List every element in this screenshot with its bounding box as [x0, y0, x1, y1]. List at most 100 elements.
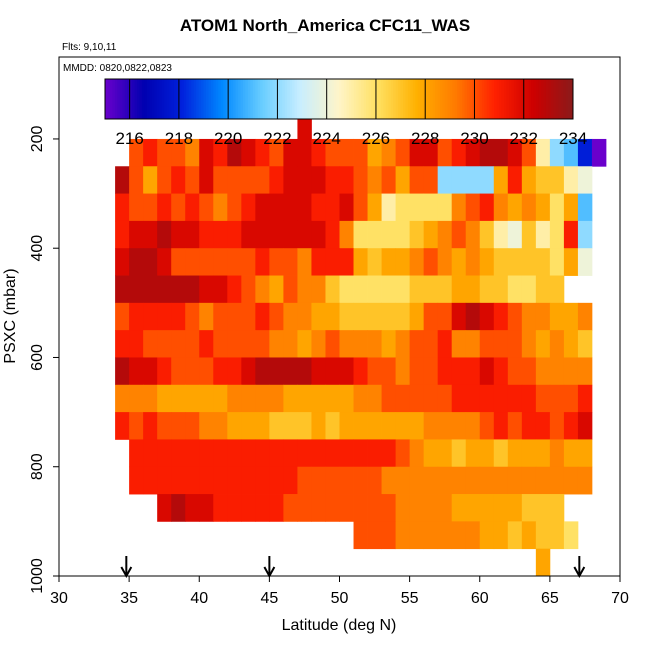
colorbar-segment [447, 79, 451, 119]
heatmap-cell [493, 248, 509, 276]
colorbar-segment [415, 79, 419, 119]
colorbar-segment [501, 79, 505, 119]
heatmap-cell [311, 302, 326, 331]
colorbar-segment [297, 79, 301, 119]
heatmap-cell [465, 439, 481, 468]
colorbar-segment [390, 79, 394, 119]
heatmap-cell [297, 138, 312, 167]
heatmap-cell [325, 248, 340, 276]
heatmap-cell [241, 275, 256, 304]
heatmap-cell [297, 439, 312, 468]
heatmap-cell [283, 248, 298, 276]
arrow-down-icon [573, 566, 586, 579]
colorbar-segment [181, 79, 185, 119]
heatmap-cell [171, 166, 186, 194]
heatmap-cell [311, 166, 326, 194]
heatmap-cell [297, 275, 312, 304]
colorbar-segment [339, 79, 342, 119]
heatmap-cell [423, 494, 439, 522]
heatmap-cell [143, 138, 158, 167]
heatmap-cell [451, 193, 467, 222]
heatmap-cell [255, 412, 270, 440]
heatmap-cell [423, 138, 439, 167]
heatmap-cell [507, 248, 523, 276]
heatmap-cell [535, 302, 551, 331]
heatmap-cell [199, 275, 214, 304]
colorbar-segment [282, 79, 286, 119]
heatmap-cell [325, 330, 340, 358]
heatmap-cell [171, 330, 186, 358]
heatmap-cell [409, 138, 425, 167]
heatmap-cell [493, 521, 509, 550]
heatmap-cells [115, 111, 607, 577]
heatmap-cell [283, 412, 298, 440]
heatmap-cell [339, 248, 354, 276]
heatmap-cell [521, 166, 537, 194]
colorbar-segment [496, 79, 500, 119]
colorbar-segment [274, 79, 278, 119]
heatmap-cell [493, 330, 509, 358]
heatmap-cell [129, 193, 144, 222]
heatmap-cell [395, 275, 411, 304]
x-tick-label: 45 [260, 590, 278, 607]
heatmap-cell [115, 384, 130, 413]
heatmap-cell [381, 466, 396, 495]
colorbar-segment [371, 79, 374, 119]
heatmap-cell [409, 248, 425, 276]
heatmap-cell [395, 193, 411, 222]
heatmap-cell [521, 302, 537, 331]
heatmap-cell [577, 357, 593, 386]
colorbar-segment [383, 79, 387, 119]
heatmap-cell [395, 521, 411, 550]
colorbar-segment [137, 79, 140, 119]
heatmap-cell [479, 302, 495, 331]
heatmap-cell [409, 330, 425, 358]
heatmap-cell [143, 302, 158, 331]
heatmap-cell [213, 275, 228, 304]
heatmap-cell [451, 248, 467, 276]
colorbar-segment [558, 79, 562, 119]
heatmap-cell [549, 330, 565, 358]
colorbar-segment [314, 79, 318, 119]
heatmap-cell [479, 330, 495, 358]
heatmap-cell [535, 548, 551, 577]
heatmap-cell [157, 439, 172, 468]
colorbar-segment [435, 79, 439, 119]
colorbar-segment [255, 79, 259, 119]
colorbar-segment [245, 79, 249, 119]
heatmap-cell [563, 193, 579, 222]
heatmap-cell [437, 494, 453, 522]
heatmap-cell [395, 439, 411, 468]
y-tick-label: 400 [29, 235, 46, 262]
heatmap-cell [227, 357, 242, 386]
heatmap-cell [171, 439, 186, 468]
heatmap-cell [465, 302, 481, 331]
colorbar-segment [252, 79, 256, 119]
heatmap-cell [521, 439, 537, 468]
heatmap-cell [395, 384, 411, 413]
heatmap-cell [283, 302, 298, 331]
colorbar-segment [506, 79, 510, 119]
heatmap-cell [451, 166, 467, 194]
heatmap-cell [549, 412, 565, 440]
heatmap-cell [171, 248, 186, 276]
heatmap-cell [437, 193, 453, 222]
colorbar-segment [378, 79, 382, 119]
heatmap-cell [367, 357, 382, 386]
heatmap-cell [423, 412, 439, 440]
heatmap-cell [269, 330, 284, 358]
colorbar-segment [306, 79, 310, 119]
heatmap-cell [353, 248, 368, 276]
heatmap-cell [199, 439, 214, 468]
colorbar-segment [119, 79, 123, 119]
heatmap-cell [213, 193, 228, 222]
heatmap-cell [129, 439, 144, 468]
heatmap-cell [339, 330, 354, 358]
heatmap-cell [339, 166, 354, 194]
heatmap-cell [241, 384, 256, 413]
heatmap-cell [157, 466, 172, 495]
colorbar-segment [260, 79, 264, 119]
heatmap-cell [143, 193, 158, 222]
heatmap-cell [521, 494, 537, 522]
heatmap-cell [143, 466, 158, 495]
